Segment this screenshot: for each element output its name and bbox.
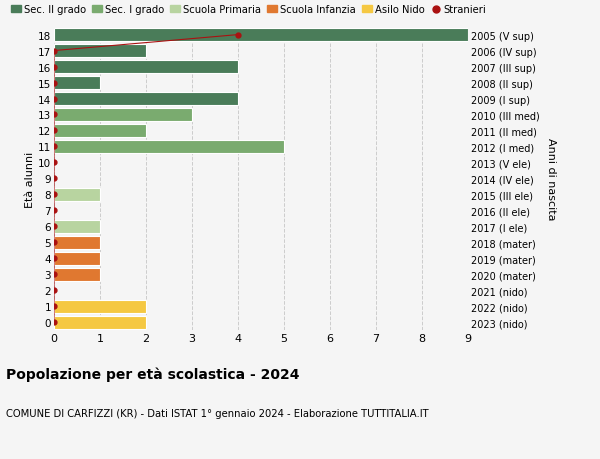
Bar bbox=[54, 236, 100, 249]
Bar bbox=[54, 140, 284, 154]
Bar bbox=[54, 77, 100, 90]
Text: Popolazione per età scolastica - 2024: Popolazione per età scolastica - 2024 bbox=[6, 367, 299, 382]
Bar bbox=[54, 93, 238, 106]
Bar bbox=[54, 300, 146, 313]
Y-axis label: Età alunni: Età alunni bbox=[25, 151, 35, 207]
Legend: Sec. II grado, Sec. I grado, Scuola Primaria, Scuola Infanzia, Asilo Nido, Stran: Sec. II grado, Sec. I grado, Scuola Prim… bbox=[11, 5, 487, 15]
Bar bbox=[54, 109, 192, 122]
Bar bbox=[54, 252, 100, 265]
Bar bbox=[54, 268, 100, 281]
Bar bbox=[54, 125, 146, 138]
Bar bbox=[54, 316, 146, 329]
Bar bbox=[54, 188, 100, 202]
Bar bbox=[54, 29, 468, 42]
Y-axis label: Anni di nascita: Anni di nascita bbox=[546, 138, 556, 220]
Bar bbox=[54, 220, 100, 233]
Text: COMUNE DI CARFIZZI (KR) - Dati ISTAT 1° gennaio 2024 - Elaborazione TUTTITALIA.I: COMUNE DI CARFIZZI (KR) - Dati ISTAT 1° … bbox=[6, 409, 428, 419]
Bar bbox=[54, 45, 146, 58]
Bar bbox=[54, 61, 238, 74]
